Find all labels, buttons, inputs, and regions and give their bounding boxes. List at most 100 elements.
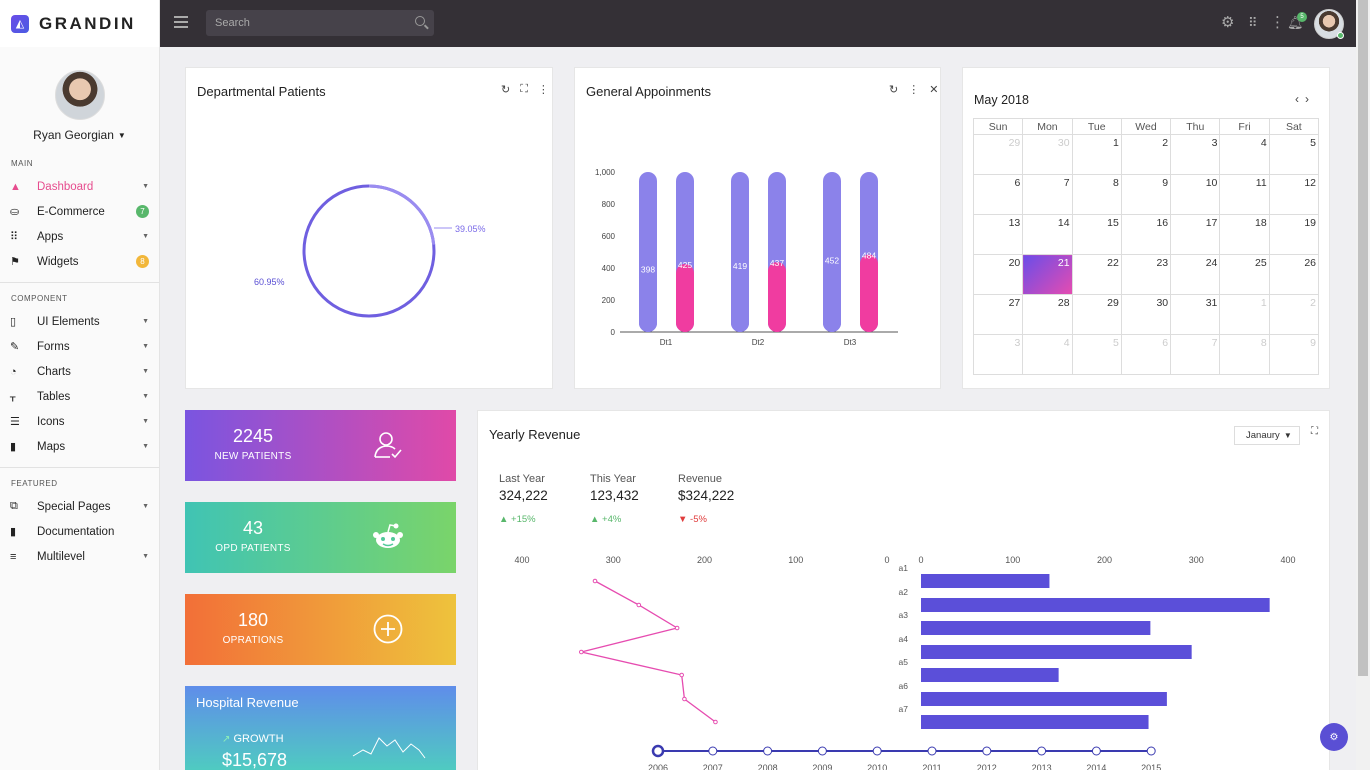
calendar-day[interactable]: 6 [1120,334,1172,375]
calendar-day[interactable]: 8 [1219,334,1270,375]
calendar-day[interactable]: 3 [972,334,1024,375]
search-input[interactable] [215,17,395,29]
calendar-day[interactable]: 31 [1170,294,1221,335]
search-icon[interactable] [415,16,425,26]
search-box[interactable] [206,10,434,36]
calendar-day[interactable]: 10 [1170,174,1221,215]
timeline-point[interactable] [1091,746,1101,756]
bar[interactable] [921,692,1167,706]
bar[interactable] [676,264,694,332]
timeline-point[interactable] [1037,746,1047,756]
line-point[interactable] [674,625,680,631]
calendar-day[interactable]: 7 [1022,174,1073,215]
calendar-day[interactable]: 1 [1071,134,1122,175]
bar[interactable] [731,264,749,332]
scrollbar-thumb[interactable] [1358,0,1368,676]
calendar-day[interactable]: 2 [1268,294,1320,335]
bar[interactable] [860,254,878,332]
bar[interactable] [921,621,1151,635]
timeline-point[interactable] [708,746,718,756]
sidebar-item-widgets[interactable]: ⚑ Widgets 8 [0,249,159,274]
operations-card[interactable]: 180 OPRATIONS [185,594,456,665]
calendar-day[interactable]: 29 [972,134,1024,175]
logo[interactable]: ◭ GRANDIN [0,0,159,47]
sidebar-item-forms[interactable]: ✎ Forms ▼ [0,334,159,359]
settings-fab-button[interactable]: ⚙ [1320,723,1348,751]
calendar-day[interactable]: 3 [1170,134,1221,175]
timeline-point[interactable] [872,746,882,756]
bar[interactable] [823,259,841,332]
calendar-day[interactable]: 4 [1022,334,1073,375]
line-point[interactable] [682,696,687,702]
more-vertical-icon[interactable]: ⋮ [537,84,549,96]
bar[interactable] [921,598,1270,612]
menu-toggle-icon[interactable] [174,16,188,28]
line-point[interactable] [679,672,684,678]
sidebar-item-apps[interactable]: ⠿ Apps ▼ [0,224,159,249]
timeline-point[interactable] [763,746,773,756]
calendar-day[interactable]: 23 [1120,254,1172,295]
line-point[interactable] [636,602,642,608]
calendar-day[interactable]: 5 [1071,334,1122,375]
more-vertical-icon[interactable]: ⋮ [908,84,920,96]
sidebar-item-ui-elements[interactable]: ▯ UI Elements ▼ [0,309,159,334]
calendar-day[interactable]: 18 [1219,214,1270,255]
avatar[interactable] [54,70,105,120]
close-icon[interactable]: ✕ [929,84,939,96]
bar[interactable] [639,268,657,332]
month-select[interactable]: Janaury ▼ [1234,426,1300,445]
more-vertical-icon[interactable]: ⋮ [1270,14,1285,31]
calendar-day[interactable]: 11 [1219,174,1270,215]
expand-icon[interactable]: ⛶ [520,83,528,95]
opd-patients-card[interactable]: 43 OPD PATIENTS [185,502,456,573]
calendar-day[interactable]: 12 [1268,174,1320,215]
calendar-day[interactable]: 5 [1268,134,1320,175]
bar[interactable] [921,715,1149,729]
refresh-icon[interactable]: ↻ [889,84,899,96]
calendar-day[interactable]: 26 [1268,254,1320,295]
bar[interactable] [921,668,1059,682]
refresh-icon[interactable]: ↻ [501,84,511,96]
apps-grid-icon[interactable]: ⠿ [1248,15,1258,30]
calendar-day[interactable]: 7 [1170,334,1221,375]
sidebar-item-tables[interactable]: ᚁ Tables ▼ [0,384,159,409]
timeline-point[interactable] [817,746,827,756]
line-point[interactable] [579,649,584,655]
sidebar-item-multilevel[interactable]: ≡ Multilevel ▼ [0,544,159,569]
sidebar-item-dashboard[interactable]: ▲ Dashboard ▼ [0,174,159,199]
bar[interactable] [768,262,786,332]
calendar-day[interactable]: 8 [1071,174,1122,215]
new-patients-card[interactable]: 2245 NEW PATIENTS [185,410,456,481]
line-point[interactable] [592,578,598,584]
calendar-day[interactable]: 27 [972,294,1024,335]
sidebar-item-documentation[interactable]: ▮ Documentation [0,519,159,544]
profile-name-toggle[interactable]: Ryan Georgian ▼ [0,128,159,142]
timeline-point[interactable] [927,746,937,756]
calendar-day[interactable]: 17 [1170,214,1221,255]
calendar-day[interactable]: 13 [972,214,1024,255]
timeline-point[interactable] [651,744,665,758]
calendar-day[interactable]: 2 [1120,134,1172,175]
calendar-day[interactable]: 20 [972,254,1024,295]
calendar-day[interactable]: 29 [1071,294,1122,335]
calendar-day[interactable]: 9 [1268,334,1320,375]
line-point[interactable] [713,719,718,725]
sidebar-item-e-commerce[interactable]: ⛀ E-Commerce 7 [0,199,159,224]
calendar-day[interactable]: 24 [1170,254,1221,295]
calendar-day[interactable]: 4 [1219,134,1270,175]
calendar-day[interactable]: 16 [1120,214,1172,255]
bar[interactable] [921,645,1192,659]
calendar-day[interactable]: 15 [1071,214,1122,255]
calendar-day-today[interactable]: 21 [1022,254,1073,295]
calendar-day[interactable]: 1 [1219,294,1270,335]
timeline-point[interactable] [982,746,992,756]
calendar-day[interactable]: 9 [1120,174,1172,215]
calendar-day[interactable]: 6 [972,174,1024,215]
chevron-right-icon[interactable]: › [1305,92,1315,106]
chevron-left-icon[interactable]: ‹ [1295,92,1305,106]
sidebar-item-special-pages[interactable]: ⧉ Special Pages ▼ [0,494,159,519]
calendar-day[interactable]: 30 [1022,134,1073,175]
calendar-day[interactable]: 14 [1022,214,1073,255]
timeline-point[interactable] [1146,746,1156,756]
calendar-day[interactable]: 22 [1071,254,1122,295]
